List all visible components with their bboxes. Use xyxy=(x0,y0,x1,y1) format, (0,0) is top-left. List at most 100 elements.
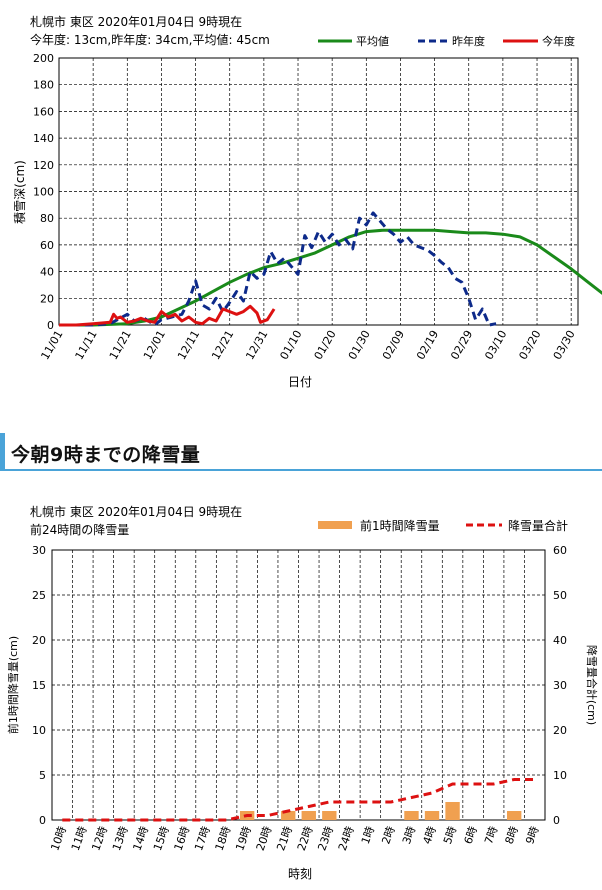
x-tick-label: 19時 xyxy=(233,825,254,853)
x-tick-label: 2時 xyxy=(379,825,397,846)
section-heading-text: 今朝9時までの降雪量 xyxy=(11,444,201,466)
chart1-header-line1: 札幌市 東区 2020年01月04日 9時現在 xyxy=(30,14,242,29)
x-tick-label: 17時 xyxy=(192,825,213,853)
x-tick-label: 12/21 xyxy=(209,328,236,362)
chart1-legend: 平均値 昨年度 今年度 xyxy=(318,34,575,48)
chart2-legend: 前1時間降雪量 降雪量合計 xyxy=(318,518,568,533)
snow-depth-chart: 札幌市 東区 2020年01月04日 9時現在 今年度: 13cm,昨年度: 3… xyxy=(12,14,602,389)
x-tick-label: 11/01 xyxy=(38,328,65,362)
y-tick-label: 100 xyxy=(33,186,54,199)
chart1-y-axis-label: 積雪深(cm) xyxy=(12,160,27,224)
chart2-grid xyxy=(51,549,546,821)
hourly-bar xyxy=(322,811,337,820)
hourly-bar xyxy=(445,802,460,820)
x-tick-label: 15時 xyxy=(151,825,172,853)
x-tick-label: 11/11 xyxy=(73,328,100,362)
chart2-right-axis-label: 降雪量合計(cm) xyxy=(585,645,599,725)
hourly-bar xyxy=(404,811,419,820)
chart1-series xyxy=(59,211,602,327)
legend-total-label: 降雪量合計 xyxy=(508,518,568,533)
x-tick-label: 02/09 xyxy=(380,328,407,362)
x-tick-label: 21時 xyxy=(274,825,295,853)
x-tick-label: 22時 xyxy=(295,825,316,853)
y-tick-label: 140 xyxy=(33,132,54,145)
left-tick-label: 15 xyxy=(32,679,46,692)
x-tick-label: 11/21 xyxy=(107,328,134,362)
y-tick-label: 40 xyxy=(40,266,54,279)
x-tick-label: 9時 xyxy=(523,825,541,846)
x-tick-label: 13時 xyxy=(110,825,131,853)
x-tick-label: 14時 xyxy=(130,825,151,853)
y-tick-label: 20 xyxy=(40,292,54,305)
series-line-2 xyxy=(59,211,497,327)
x-tick-label: 03/10 xyxy=(482,328,509,362)
y-tick-label: 0 xyxy=(47,319,54,332)
right-tick-label: 40 xyxy=(553,634,567,647)
hourly-bar xyxy=(281,811,296,820)
chart1-header-line2: 今年度: 13cm,昨年度: 34cm,平均値: 45cm xyxy=(30,32,270,47)
chart1-y-tick-labels: 0 20 40 60 80 100 120 140 160 180 200 xyxy=(33,52,54,332)
x-tick-label: 03/30 xyxy=(551,328,578,362)
x-tick-label: 11時 xyxy=(69,825,90,853)
x-tick-label: 02/29 xyxy=(448,328,475,362)
right-tick-label: 30 xyxy=(553,679,567,692)
legend-thisyear-label: 今年度 xyxy=(542,34,575,48)
total-line xyxy=(62,778,535,822)
hourly-bar xyxy=(424,811,440,820)
right-tick-label: 50 xyxy=(553,589,567,602)
x-tick-label: 01/10 xyxy=(278,328,305,362)
chart2-x-tick-labels: 10時 11時 12時 13時 14時 15時 16時 17時 18時 19時 20時 21時 22時 2… xyxy=(48,825,541,853)
x-tick-label: 10時 xyxy=(48,825,69,853)
x-tick-label: 6時 xyxy=(462,825,480,846)
x-tick-label: 02/19 xyxy=(414,328,441,362)
left-tick-label: 25 xyxy=(32,589,46,602)
chart2-y-tick-labels: 0 0 5 10 10 20 15 30 20 40 25 50 30 60 xyxy=(32,544,567,827)
series-line-1 xyxy=(59,228,602,327)
x-tick-label: 23時 xyxy=(315,825,336,853)
left-tick-label: 10 xyxy=(32,724,46,737)
x-tick-label: 01/20 xyxy=(312,328,339,362)
x-tick-label: 12時 xyxy=(89,825,110,853)
x-tick-label: 12/11 xyxy=(175,328,202,362)
right-tick-label: 60 xyxy=(553,544,567,557)
legend-lastyear-label: 昨年度 xyxy=(452,34,485,48)
chart1-grid xyxy=(58,57,579,326)
chart2-left-axis-label: 前1時間降雪量(cm) xyxy=(6,636,20,734)
right-tick-label: 0 xyxy=(553,814,560,827)
y-tick-label: 160 xyxy=(33,105,54,118)
hourly-bar xyxy=(301,811,316,820)
x-tick-label: 12/01 xyxy=(141,328,168,362)
legend-hourly-label: 前1時間降雪量 xyxy=(360,518,440,533)
x-tick-label: 7時 xyxy=(482,825,500,846)
x-tick-label: 16時 xyxy=(172,825,193,853)
left-tick-label: 30 xyxy=(32,544,46,557)
snowfall-chart: 札幌市 東区 2020年01月04日 9時現在 前24時間の降雪量 前1時間降雪… xyxy=(6,504,599,881)
chart1-x-axis-label: 日付 xyxy=(288,375,312,389)
legend-average-label: 平均値 xyxy=(356,35,389,48)
x-tick-label: 4時 xyxy=(420,825,438,846)
chart2-total-line xyxy=(62,778,535,822)
series-line-3 xyxy=(59,304,276,327)
x-tick-label: 8時 xyxy=(503,825,521,846)
x-tick-label: 01/30 xyxy=(346,328,373,362)
y-tick-label: 120 xyxy=(33,159,54,172)
y-tick-label: 200 xyxy=(33,52,54,65)
x-tick-label: 18時 xyxy=(213,825,234,853)
y-tick-label: 60 xyxy=(40,239,54,252)
chart2-header-line1: 札幌市 東区 2020年01月04日 9時現在 xyxy=(30,504,242,519)
hourly-bar xyxy=(506,811,522,820)
x-tick-label: 20時 xyxy=(254,825,275,853)
y-tick-label: 80 xyxy=(40,212,54,225)
y-tick-label: 180 xyxy=(33,79,54,92)
chart1-x-tick-labels: 11/01 11/11 11/21 12/01 12/11 12/21 12/31 01/10… xyxy=(38,328,577,362)
x-tick-label: 5時 xyxy=(441,825,459,846)
chart2-header-line2: 前24時間の降雪量 xyxy=(30,522,129,537)
right-tick-label: 10 xyxy=(553,769,567,782)
section-heading: 今朝9時までの降雪量 xyxy=(0,433,602,471)
left-tick-label: 20 xyxy=(32,634,46,647)
x-tick-label: 12/31 xyxy=(243,328,270,362)
right-tick-label: 20 xyxy=(553,724,567,737)
x-tick-label: 3時 xyxy=(400,825,418,846)
left-tick-label: 0 xyxy=(39,814,46,827)
chart2-x-axis-label: 時刻 xyxy=(288,867,312,881)
